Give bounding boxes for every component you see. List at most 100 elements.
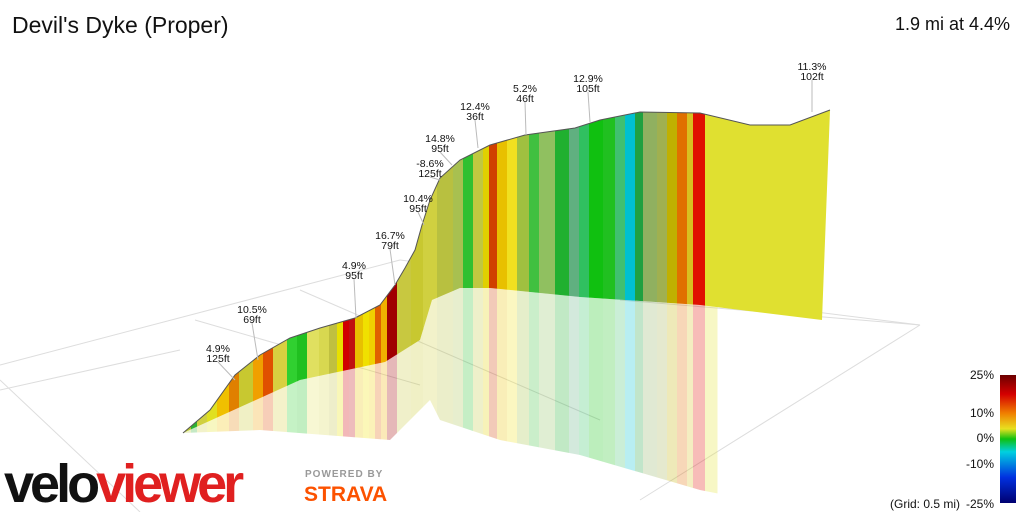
annotation-leader [217, 361, 236, 381]
grade-strip [667, 110, 678, 433]
grade-strip-reflection [369, 288, 376, 512]
title: Devil's Dyke (Proper) [12, 12, 229, 38]
grade-strip-reflection [473, 288, 484, 512]
annotation-grade: 4.9% [206, 343, 230, 355]
legend-label: 10% [970, 406, 994, 420]
grade-strip-reflection [539, 288, 556, 512]
annotation-height: 95ft [409, 203, 427, 215]
grade-strip-reflection [355, 288, 364, 512]
grade-strip [615, 110, 626, 433]
grid-note: (Grid: 0.5 mi) [890, 497, 960, 511]
annotation-grade: 10.4% [403, 193, 433, 205]
annotation-height: 105ft [576, 83, 599, 95]
grade-strip [687, 110, 694, 433]
annotation-height: 69ft [243, 314, 261, 326]
annotation-leader [439, 151, 453, 166]
grade-strip [657, 110, 668, 433]
grade-strip-reflection [615, 288, 626, 512]
grade-strip [263, 110, 274, 433]
grade-strip [625, 110, 636, 433]
grade-strip-reflection [603, 288, 616, 512]
summary: 1.9 mi at 4.4% [895, 14, 1010, 34]
grade-strip [229, 110, 240, 433]
grade-strip [453, 110, 464, 433]
grade-strip-reflection [337, 288, 344, 512]
annotation-height: 36ft [466, 111, 484, 123]
grade-strip [677, 110, 688, 433]
grade-strip [507, 110, 518, 433]
grade-strip-reflection [687, 288, 694, 512]
grade-strip-reflection [387, 288, 398, 512]
annotation-height: 102ft [800, 71, 823, 83]
annotation-grade: 10.5% [237, 304, 267, 316]
annotation-height: 125ft [418, 168, 441, 180]
grade-strip-reflection [705, 288, 718, 512]
annotation-grade: 4.9% [342, 260, 366, 272]
legend-label: 0% [977, 431, 995, 445]
grade-strip-reflection [625, 288, 636, 512]
grade-strip-reflection [497, 288, 508, 512]
annotation-grade: 5.2% [513, 83, 537, 95]
grade-strip-reflection [579, 288, 590, 512]
grade-strip [497, 110, 508, 433]
powered-by: POWERED BY [305, 469, 383, 480]
grade-strip-reflection [375, 288, 382, 512]
grade-strip-reflection [569, 288, 580, 512]
annotation-height: 79ft [381, 240, 399, 252]
legend-bar [1000, 375, 1016, 503]
annotation-leader [524, 101, 527, 136]
grade-strip-reflection [529, 288, 540, 512]
grade-strip [635, 110, 644, 433]
brand-red: viewer [96, 454, 244, 512]
grade-strip [529, 110, 540, 433]
annotation-grade: 12.9% [573, 73, 603, 85]
grade-strip [483, 110, 490, 433]
grade-strip-reflection [273, 288, 288, 512]
grade-strip-reflection [667, 288, 678, 512]
brand-dark: velo [4, 454, 98, 512]
legend-label: 25% [970, 368, 994, 382]
grade-strip-reflection [483, 288, 490, 512]
annotation-grade: 12.4% [460, 101, 490, 113]
strip-filler [717, 110, 830, 433]
grade-strip [239, 110, 254, 433]
grade-strip-reflection [437, 288, 454, 512]
annotation-leader [429, 176, 441, 181]
grade-strip [197, 110, 208, 433]
grade-strip-reflection [635, 288, 644, 512]
grade-strip-reflection [589, 288, 604, 512]
annotation-grade: -8.6% [416, 158, 443, 170]
grade-strip [183, 110, 192, 433]
grade-strip [191, 110, 198, 433]
annotation-height: 46ft [516, 93, 534, 105]
legend-label: -25% [966, 497, 994, 511]
grade-strip-reflection [693, 288, 706, 512]
grade-strip-reflection [677, 288, 688, 512]
annotation-leader [389, 248, 396, 286]
annotation-grade: 14.8% [425, 133, 455, 145]
annotation-leader [417, 211, 425, 226]
annotation-leader [587, 91, 591, 123]
grade-strip-reflection [329, 288, 338, 512]
grade-strip-reflection [643, 288, 658, 512]
grade-strip [489, 110, 498, 433]
profile-edge [182, 109, 831, 434]
grade-strip-reflection [657, 288, 668, 512]
grade-strip [207, 110, 218, 433]
grade-strip-reflection [319, 288, 330, 512]
grade-strip-reflection [381, 288, 388, 512]
brand-logo: veloviewer [4, 454, 244, 512]
grade-strip [569, 110, 580, 433]
grade-strip [217, 110, 230, 433]
annotation-height: 95ft [345, 270, 363, 282]
annotation-leader [474, 119, 479, 149]
grade-strip-reflection [463, 288, 474, 512]
grade-strip [463, 110, 474, 433]
grade-strip-reflection [253, 288, 264, 512]
grade-strip [473, 110, 484, 433]
grade-strip-reflection [555, 288, 570, 512]
annotation-height: 125ft [206, 353, 229, 365]
annotation-height: 95ft [431, 143, 449, 155]
grade-strip-reflection [297, 288, 308, 512]
